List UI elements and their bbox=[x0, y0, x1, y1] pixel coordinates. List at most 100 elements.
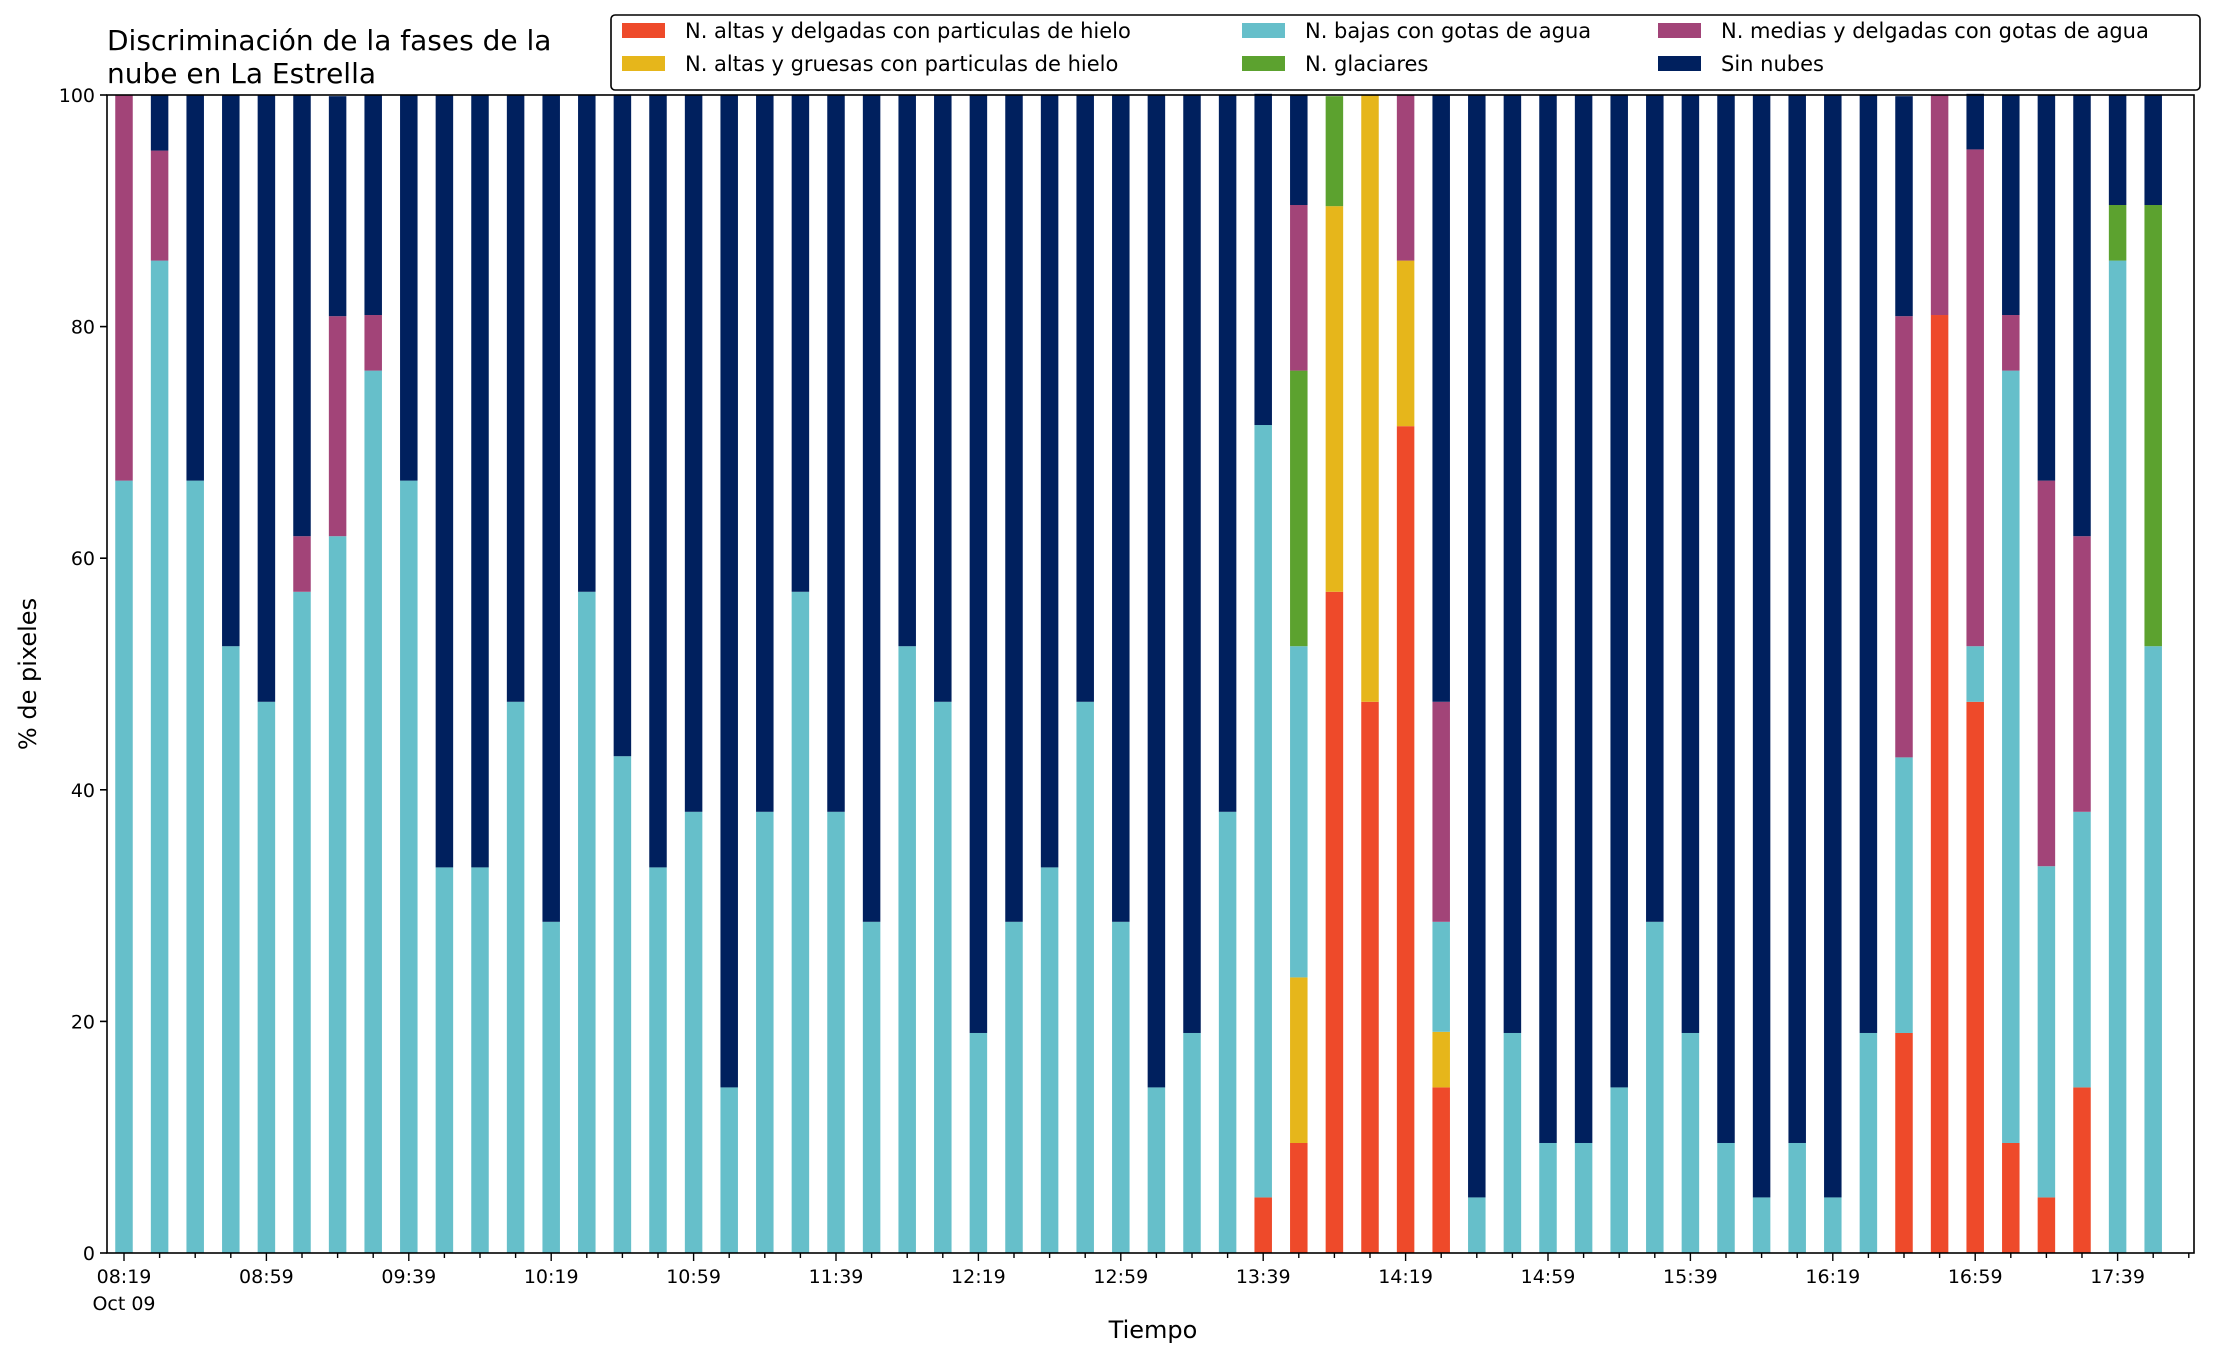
legend-label-1: N. altas y gruesas con particulas de hie… bbox=[685, 52, 1118, 76]
bar-segment-41-series-5 bbox=[1574, 95, 1593, 1143]
bar-segment-21-series-5 bbox=[862, 95, 881, 922]
bar-segment-22-series-2 bbox=[898, 646, 916, 1253]
bar-segment-19-series-5 bbox=[791, 95, 810, 592]
bar-segment-54-series-4 bbox=[2037, 480, 2056, 867]
bar-segment-56-series-2 bbox=[2108, 260, 2127, 1254]
bar-segment-31-series-2 bbox=[1218, 811, 1237, 1253]
bar-segment-26-series-5 bbox=[1040, 95, 1059, 868]
legend-label-4: N. medias y delgadas con gotas de agua bbox=[1721, 19, 2149, 43]
bar-segment-34-series-1 bbox=[1325, 206, 1344, 592]
bar-segment-5-series-4 bbox=[293, 536, 311, 592]
bar-segment-4-series-2 bbox=[257, 701, 276, 1253]
bar-segment-9-series-2 bbox=[435, 867, 454, 1253]
bar-segment-42-series-2 bbox=[1610, 1087, 1628, 1253]
bar-segment-12-series-5 bbox=[542, 95, 560, 922]
bar-segment-50-series-0 bbox=[1895, 1032, 1913, 1253]
bar-segment-37-series-2 bbox=[1432, 921, 1450, 1032]
bar-segment-56-series-5 bbox=[2108, 95, 2127, 206]
y-tick-label: 100 bbox=[59, 85, 95, 107]
bar-segment-5-series-2 bbox=[293, 591, 311, 1253]
bar-segment-13-series-2 bbox=[578, 591, 596, 1253]
legend-label-3: N. glaciares bbox=[1305, 52, 1428, 76]
bar-segment-14-series-2 bbox=[613, 756, 632, 1253]
bar-segment-55-series-2 bbox=[2073, 811, 2091, 1088]
x-axis: 08:19 08:59 09:39 10:19 10:59 11:39 12:19 12:59… bbox=[92, 1253, 2190, 1315]
x-tick-label: 09:39 bbox=[381, 1266, 436, 1288]
bar-segment-18-series-5 bbox=[756, 95, 774, 812]
bar-segment-12-series-2 bbox=[542, 921, 560, 1253]
bar-segment-27-series-5 bbox=[1076, 95, 1094, 702]
bar-segment-40-series-2 bbox=[1539, 1142, 1557, 1253]
legend-label-5: Sin nubes bbox=[1721, 52, 1824, 76]
bar-segment-47-series-2 bbox=[1788, 1142, 1806, 1253]
bar-segment-3-series-5 bbox=[222, 95, 240, 647]
bar-segment-2-series-2 bbox=[186, 480, 204, 1253]
bar-segment-4-series-5 bbox=[257, 95, 276, 702]
legend-swatch-5 bbox=[1658, 56, 1701, 71]
bar-segment-29-series-2 bbox=[1147, 1087, 1166, 1253]
x-axis-label: Tiempo bbox=[1108, 1316, 1198, 1344]
bar-segment-7-series-4 bbox=[364, 315, 382, 371]
bar-segment-33-series-5 bbox=[1290, 95, 1308, 206]
bar-segment-52-series-0 bbox=[1966, 701, 1984, 1253]
bar-segment-56-series-3 bbox=[2108, 205, 2127, 261]
bar-segment-44-series-5 bbox=[1681, 95, 1700, 1033]
bar-segment-2-series-5 bbox=[186, 95, 204, 481]
bar-segment-5-series-5 bbox=[293, 95, 311, 537]
bar-segment-27-series-2 bbox=[1076, 701, 1094, 1253]
bar-segment-3-series-2 bbox=[222, 646, 240, 1253]
bar-segment-35-series-1 bbox=[1361, 95, 1379, 702]
bar-segment-39-series-2 bbox=[1503, 1032, 1522, 1253]
x-tick-label: 11:39 bbox=[809, 1266, 864, 1288]
bar-segment-24-series-2 bbox=[969, 1032, 988, 1253]
x-tick-label: 17:39 bbox=[2090, 1266, 2145, 1288]
bar-segment-38-series-5 bbox=[1468, 95, 1486, 1198]
bar-segment-11-series-5 bbox=[506, 95, 525, 702]
bar-segment-35-series-0 bbox=[1361, 701, 1379, 1253]
bar-segment-16-series-5 bbox=[684, 95, 703, 812]
bar-segment-43-series-5 bbox=[1646, 95, 1664, 922]
bar-segment-21-series-2 bbox=[862, 921, 881, 1253]
bar-segment-0-series-4 bbox=[115, 95, 133, 481]
bar-segment-55-series-5 bbox=[2073, 95, 2091, 537]
bar-segment-26-series-2 bbox=[1040, 867, 1059, 1253]
y-axis-label: % de pixeles bbox=[14, 598, 42, 750]
bar-segment-50-series-4 bbox=[1895, 316, 1913, 758]
bar-segment-53-series-5 bbox=[2002, 95, 2020, 316]
bar-segment-52-series-2 bbox=[1966, 646, 1984, 702]
x-tick-label: 08:59 bbox=[239, 1266, 294, 1288]
bar-segment-0-series-2 bbox=[115, 480, 133, 1253]
bar-segment-1-series-4 bbox=[150, 150, 169, 261]
y-tick-label: 0 bbox=[83, 1243, 95, 1265]
bar-segment-36-series-1 bbox=[1396, 260, 1415, 427]
x-tick-label: 14:59 bbox=[1521, 1266, 1576, 1288]
bar-segment-11-series-2 bbox=[506, 701, 525, 1253]
bar-segment-38-series-2 bbox=[1468, 1197, 1486, 1253]
chart-title-line-2: nube en La Estrella bbox=[107, 57, 376, 90]
bar-segment-49-series-5 bbox=[1859, 95, 1878, 1033]
bar-segment-46-series-5 bbox=[1752, 95, 1771, 1198]
bar-segment-28-series-2 bbox=[1112, 921, 1130, 1253]
bar-segment-32-series-2 bbox=[1254, 425, 1272, 1198]
plot-frame bbox=[106, 94, 2195, 1254]
bar-segment-23-series-2 bbox=[934, 701, 952, 1253]
bar-segment-7-series-2 bbox=[364, 370, 382, 1254]
bar-segment-34-series-0 bbox=[1325, 591, 1344, 1253]
bar-segment-10-series-5 bbox=[471, 95, 489, 868]
bar-segment-50-series-5 bbox=[1895, 96, 1913, 317]
bar-segment-28-series-5 bbox=[1112, 95, 1130, 922]
bar-segment-48-series-5 bbox=[1824, 95, 1842, 1198]
bar-segment-33-series-1 bbox=[1290, 977, 1308, 1143]
bar-segment-17-series-5 bbox=[720, 95, 738, 1088]
bar-segment-57-series-5 bbox=[2144, 95, 2162, 206]
bar-segment-33-series-2 bbox=[1290, 646, 1308, 978]
bar-segment-10-series-2 bbox=[471, 867, 489, 1253]
bar-segment-40-series-5 bbox=[1539, 95, 1557, 1143]
bar-segment-6-series-2 bbox=[328, 536, 347, 1253]
y-tick-label: 80 bbox=[71, 317, 95, 339]
legend-swatch-4 bbox=[1658, 23, 1701, 38]
x-tick-label: 12:19 bbox=[951, 1266, 1006, 1288]
bar-segment-55-series-4 bbox=[2073, 536, 2091, 812]
